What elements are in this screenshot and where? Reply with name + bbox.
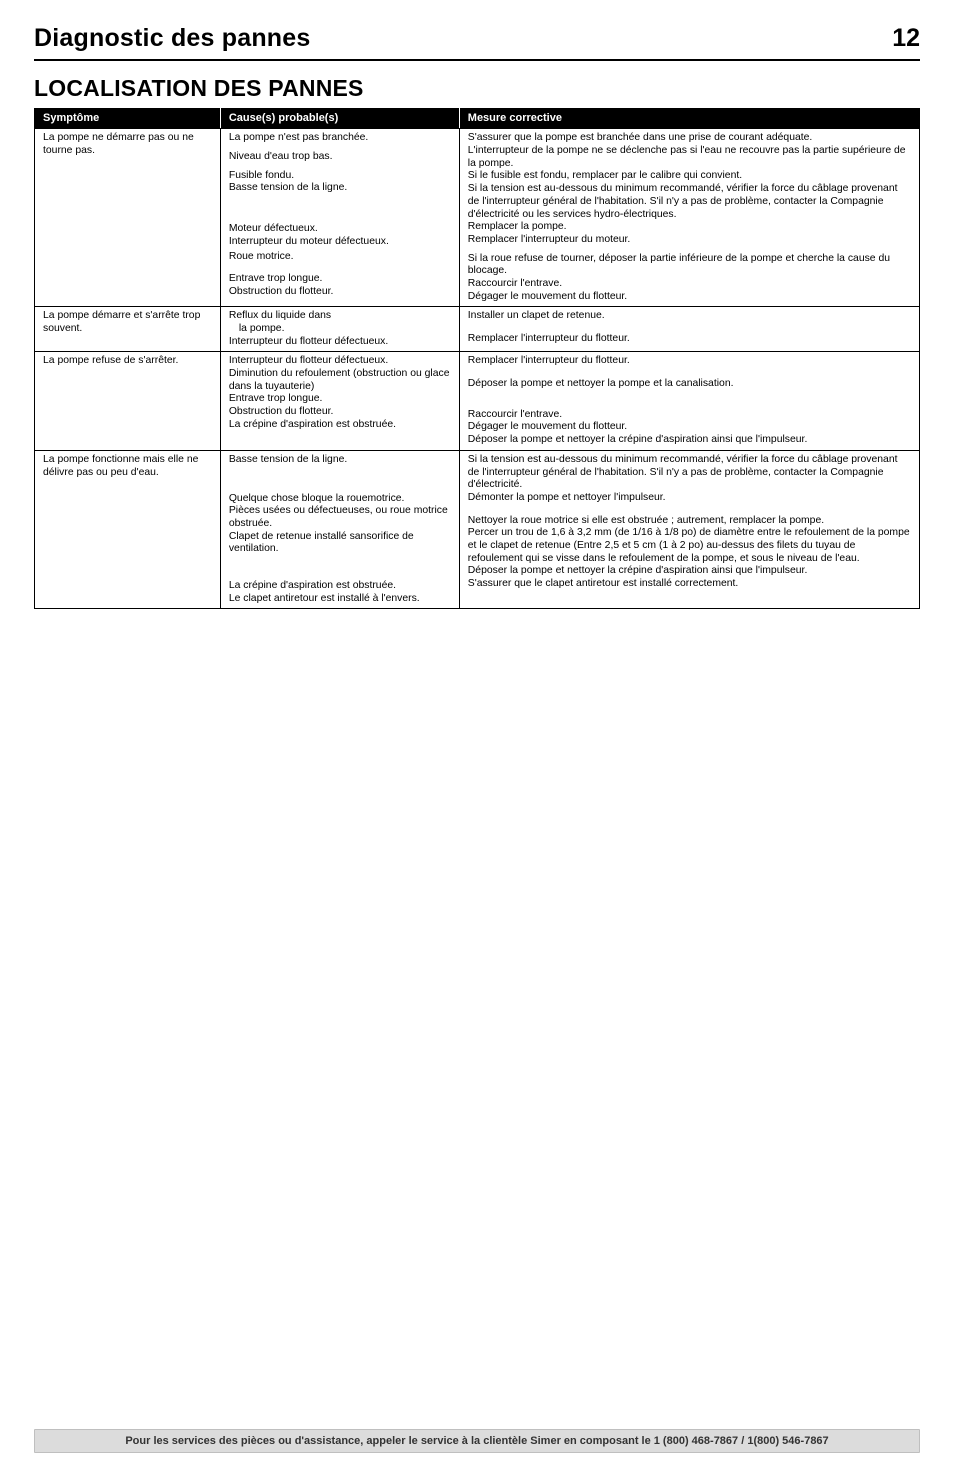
cause-item: Quelque chose bloque la rouemotrice.: [229, 493, 451, 506]
cause-item: Basse tension de la ligne.: [229, 454, 451, 467]
mesure-item: Remplacer l'interrupteur du moteur.: [468, 234, 911, 247]
cause-item: Entrave trop longue.: [229, 393, 451, 406]
page-header: Diagnostic des pannes 12: [34, 24, 920, 53]
mesure-item: Raccourcir l'entrave.: [468, 278, 911, 291]
col-header-symptom: Symptôme: [35, 109, 221, 129]
mesure-item: S'assurer que le clapet antiretour est i…: [468, 578, 911, 591]
cell-symptom: La pompe fonctionne mais elle ne délivre…: [35, 450, 221, 609]
cause-item: Pièces usées ou défectueuses, ou roue mo…: [229, 505, 451, 530]
table-head: Symptôme Cause(s) probable(s) Mesure cor…: [35, 109, 920, 129]
mesure-item: Remplacer l'interrupteur du flotteur.: [468, 333, 911, 346]
cause-item-cont: la pompe.: [239, 323, 451, 336]
cause-item: Diminution du refoulement (obstruction o…: [229, 368, 451, 393]
mesure-item: Dégager le mouvement du flotteur.: [468, 421, 911, 434]
diagnostic-table: Symptôme Cause(s) probable(s) Mesure cor…: [34, 108, 920, 609]
mesure-item: Si la tension est au-dessous du minimum …: [468, 454, 911, 492]
table-row: La pompe fonctionne mais elle ne délivre…: [35, 450, 920, 609]
cell-cause: Reflux du liquide dans la pompe. Interru…: [220, 307, 459, 352]
col-header-mesure: Mesure corrective: [459, 109, 919, 129]
mesure-item: Déposer la pompe et nettoyer la crépine …: [468, 565, 911, 578]
cell-cause: Basse tension de la ligne. Quelque chose…: [220, 450, 459, 609]
cell-symptom: La pompe démarre et s'arrête trop souven…: [35, 307, 221, 352]
cell-mesure: Installer un clapet de retenue. Remplace…: [459, 307, 919, 352]
cell-mesure: S'assurer que la pompe est branchée dans…: [459, 129, 919, 307]
mesure-item: Si la tension est au-dessous du minimum …: [468, 183, 911, 221]
cause-item: Interrupteur du moteur défectueux.: [229, 236, 451, 249]
cell-mesure: Remplacer l'interrupteur du flotteur. Dé…: [459, 352, 919, 450]
mesure-item: Raccourcir l'entrave.: [468, 409, 911, 422]
cause-item: Obstruction du flotteur.: [229, 286, 451, 299]
cause-item: Fusible fondu.: [229, 170, 451, 183]
mesure-item: Déposer la pompe et nettoyer la crépine …: [468, 434, 911, 447]
cell-cause: Interrupteur du flotteur défectueux. Dim…: [220, 352, 459, 450]
cause-item: Entrave trop longue.: [229, 273, 451, 286]
cause-item: Niveau d'eau trop bas.: [229, 151, 451, 164]
mesure-item: Percer un trou de 1,6 à 3,2 mm (de 1/16 …: [468, 527, 911, 565]
cause-item: La crépine d'aspiration est obstruée.: [229, 419, 451, 432]
mesure-item: S'assurer que la pompe est branchée dans…: [468, 132, 911, 145]
footer-bar: Pour les services des pièces ou d'assist…: [34, 1429, 920, 1453]
cell-mesure: Si la tension est au-dessous du minimum …: [459, 450, 919, 609]
cause-item: Roue motrice.: [229, 251, 451, 264]
mesure-item: Nettoyer la roue motrice si elle est obs…: [468, 515, 911, 528]
mesure-item: Démonter la pompe et nettoyer l'impulseu…: [468, 492, 911, 505]
page: Diagnostic des pannes 12 LOCALISATION DE…: [0, 0, 954, 1475]
mesure-item: Si le fusible est fondu, remplacer par l…: [468, 170, 911, 183]
cell-cause: La pompe n'est pas branchée. Niveau d'ea…: [220, 129, 459, 307]
cause-item: Le clapet antiretour est installé à l'en…: [229, 593, 451, 606]
section-title: LOCALISATION DES PANNES: [34, 75, 920, 102]
header-rule: [34, 59, 920, 61]
table-row: La pompe refuse de s'arrêter. Interrupte…: [35, 352, 920, 450]
cause-item: La pompe n'est pas branchée.: [229, 132, 451, 145]
mesure-item: Déposer la pompe et nettoyer la pompe et…: [468, 378, 911, 391]
mesure-item: Dégager le mouvement du flotteur.: [468, 291, 911, 304]
cause-item: Interrupteur du flotteur défectueux.: [229, 355, 451, 368]
page-number: 12: [892, 24, 920, 53]
cell-symptom: La pompe refuse de s'arrêter.: [35, 352, 221, 450]
cell-symptom: La pompe ne démarre pas ou ne tourne pas…: [35, 129, 221, 307]
mesure-item: Installer un clapet de retenue.: [468, 310, 911, 323]
mesure-item: Si la roue refuse de tourner, déposer la…: [468, 253, 911, 278]
cause-item: Obstruction du flotteur.: [229, 406, 451, 419]
cause-item: Moteur défectueux.: [229, 223, 451, 236]
page-title: Diagnostic des pannes: [34, 24, 311, 53]
mesure-item: L'interrupteur de la pompe ne se déclenc…: [468, 145, 911, 170]
cause-item: Reflux du liquide dans: [229, 310, 451, 323]
cause-item: La crépine d'aspiration est obstruée.: [229, 580, 451, 593]
cause-item: Clapet de retenue installé sansorifice d…: [229, 531, 451, 556]
mesure-item: Remplacer la pompe.: [468, 221, 911, 234]
table-row: La pompe ne démarre pas ou ne tourne pas…: [35, 129, 920, 307]
mesure-item: Remplacer l'interrupteur du flotteur.: [468, 355, 911, 368]
cause-item: Interrupteur du flotteur défectueux.: [229, 336, 451, 349]
col-header-cause: Cause(s) probable(s): [220, 109, 459, 129]
cause-item: Basse tension de la ligne.: [229, 182, 451, 195]
table-row: La pompe démarre et s'arrête trop souven…: [35, 307, 920, 352]
